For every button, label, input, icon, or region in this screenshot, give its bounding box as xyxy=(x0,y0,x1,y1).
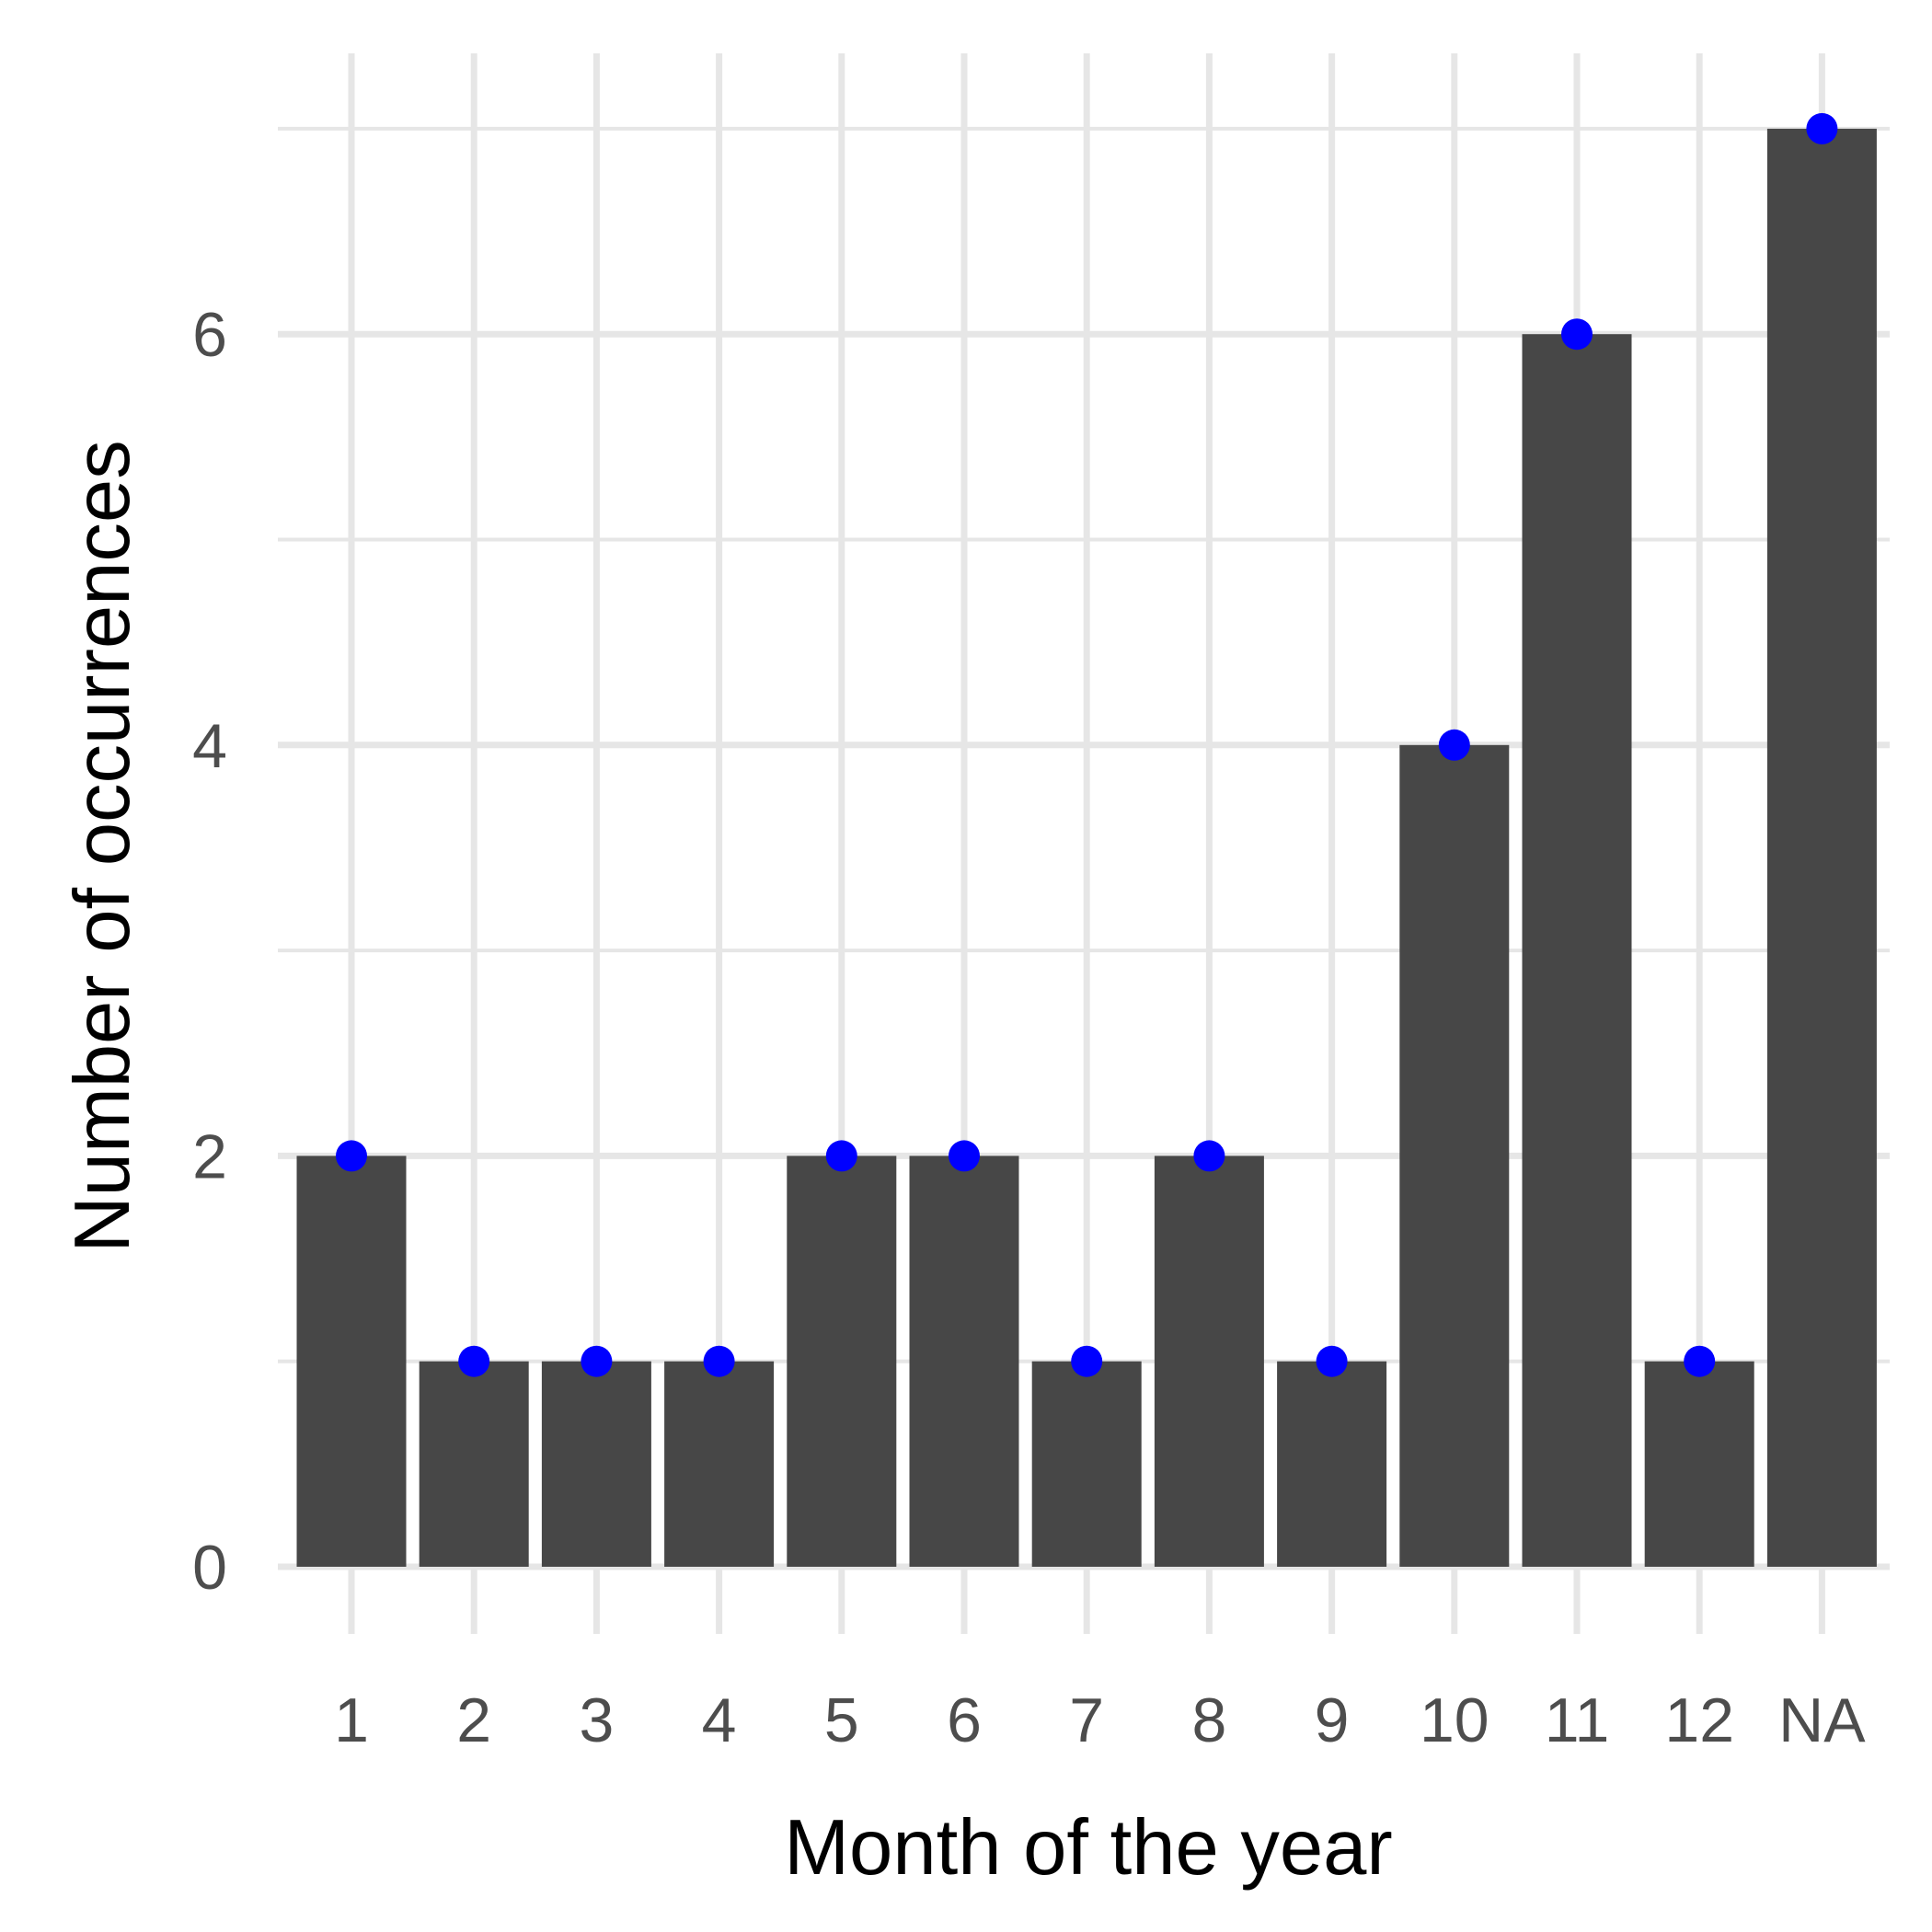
y-axis-title: Number of occurrences xyxy=(59,440,146,1252)
data-point xyxy=(1193,1140,1225,1172)
x-tick-label: 2 xyxy=(456,1685,491,1755)
x-tick-label: 12 xyxy=(1664,1685,1734,1755)
x-axis-title: Month of the year xyxy=(784,1804,1393,1892)
y-tick-label: 6 xyxy=(192,300,227,370)
data-point xyxy=(1561,318,1593,351)
bar xyxy=(1766,128,1877,1567)
data-point xyxy=(1071,1345,1103,1377)
x-tick-label: 5 xyxy=(824,1685,859,1755)
bar xyxy=(1277,1361,1387,1567)
bar xyxy=(909,1156,1019,1567)
x-tick-label: 11 xyxy=(1545,1685,1610,1755)
data-point xyxy=(581,1345,613,1377)
data-point xyxy=(1684,1345,1716,1377)
bar xyxy=(787,1156,897,1567)
x-tick-label: 4 xyxy=(702,1685,737,1755)
bar xyxy=(1154,1156,1264,1567)
bar xyxy=(1644,1361,1754,1567)
x-tick-label: 9 xyxy=(1315,1685,1350,1755)
bar xyxy=(1399,744,1510,1567)
bar xyxy=(296,1156,407,1567)
data-point xyxy=(949,1140,980,1172)
y-tick-label: 4 xyxy=(192,711,227,781)
x-tick-label: NA xyxy=(1778,1685,1866,1755)
points-layer xyxy=(336,112,1838,1377)
data-point xyxy=(1806,112,1838,144)
bar xyxy=(1522,334,1632,1568)
data-point xyxy=(336,1140,367,1172)
data-point xyxy=(458,1345,490,1377)
x-tick-label: 3 xyxy=(579,1685,614,1755)
bar xyxy=(1031,1361,1142,1567)
bars-layer xyxy=(296,128,1877,1568)
x-tick-label: 7 xyxy=(1069,1685,1104,1755)
x-tick-label: 1 xyxy=(334,1685,369,1755)
data-point xyxy=(1316,1345,1348,1377)
y-tick-label: 0 xyxy=(192,1533,227,1603)
data-point xyxy=(825,1140,857,1172)
bar xyxy=(419,1361,529,1567)
y-tick-label: 2 xyxy=(192,1121,227,1191)
x-tick-label: 6 xyxy=(947,1685,982,1755)
data-point xyxy=(703,1345,735,1377)
bar xyxy=(541,1361,651,1567)
x-tick-label: 8 xyxy=(1191,1685,1226,1755)
x-tick-label: 10 xyxy=(1420,1685,1489,1755)
bar xyxy=(664,1361,775,1567)
data-point xyxy=(1438,729,1470,761)
